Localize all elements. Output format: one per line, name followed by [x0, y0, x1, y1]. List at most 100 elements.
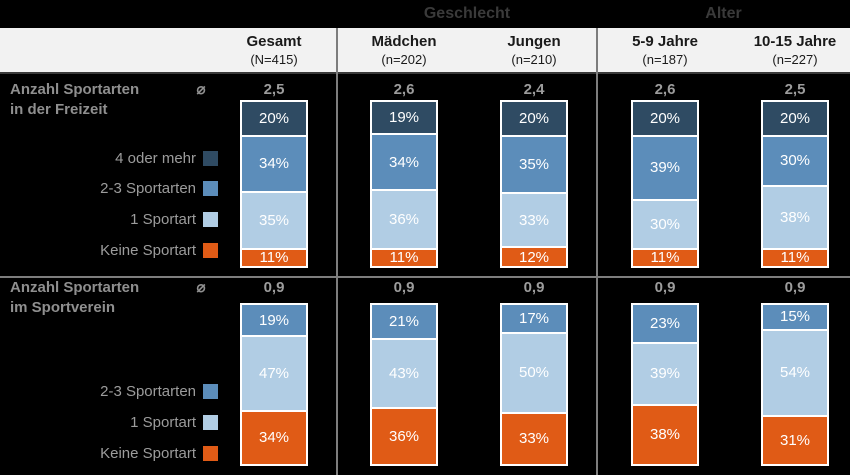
column-header-count: (n=210)	[511, 52, 557, 67]
bar-segment: 20%	[242, 102, 306, 135]
bar-segment: 19%	[242, 305, 306, 336]
segment-value-label: 17%	[518, 310, 550, 327]
bar-segment: 39%	[633, 341, 697, 404]
bar-segment: 36%	[372, 406, 436, 464]
segment-value-label: 34%	[258, 429, 290, 447]
bar-segment: 34%	[242, 134, 306, 191]
bar-segment: 20%	[763, 102, 827, 136]
section-title: Anzahl Sportarten	[10, 81, 140, 98]
segment-value-label: 20%	[518, 109, 550, 127]
stacked-bar: 20% 39% 30% 11%	[631, 100, 699, 268]
bar-segment: 35%	[242, 190, 306, 248]
legend-label: Keine Sportart	[100, 242, 196, 259]
stacked-bar: 20% 35% 33% 12%	[500, 100, 568, 268]
segment-value-label: 11%	[780, 249, 810, 267]
legend-swatch-icon	[203, 415, 218, 430]
segment-value-label: 15%	[779, 308, 811, 326]
stacked-bar: 20% 34% 35% 11%	[240, 100, 308, 268]
average-symbol: ⌀	[196, 81, 206, 98]
bar-segment: 30%	[763, 135, 827, 185]
average-value: 0,9	[654, 279, 676, 296]
legend-label: 2-3 Sportarten	[100, 383, 196, 400]
bar-segment: 38%	[763, 184, 827, 248]
bar-segment: 33%	[502, 411, 566, 464]
column-header: 5-9 Jahre (n=187)	[595, 32, 735, 68]
column-header-label: Jungen	[507, 33, 561, 50]
bar-segment: 39%	[633, 134, 697, 199]
stacked-bar: 20% 30% 38% 11%	[761, 100, 829, 268]
segment-value-label: 33%	[518, 430, 550, 448]
segment-value-label: 30%	[779, 152, 811, 170]
bar-segment: 11%	[372, 247, 436, 267]
column-header-label: Mädchen	[371, 33, 437, 50]
column-header: Mädchen (n=202)	[334, 32, 474, 68]
segment-value-label: 39%	[649, 365, 681, 383]
average-value: 2,5	[263, 81, 285, 98]
segment-value-label: 35%	[518, 155, 550, 173]
bar-segment: 20%	[502, 102, 566, 135]
column-header-label: 10-15 Jahre	[753, 33, 837, 50]
legend-label: 4 oder mehr	[115, 150, 196, 167]
bar-segment: 23%	[633, 305, 697, 342]
average-symbol: ⌀	[196, 279, 206, 296]
segment-value-label: 11%	[650, 249, 680, 267]
segment-value-label: 31%	[779, 431, 811, 449]
column-header-count: (n=202)	[381, 52, 427, 67]
section-title: im Sportverein	[10, 299, 116, 316]
column-header: Jungen (n=210)	[464, 32, 604, 68]
column-header-count: (n=227)	[772, 52, 818, 67]
segment-value-label: 30%	[649, 215, 681, 233]
bar-segment: 15%	[763, 305, 827, 329]
group-header-geschlecht: Geschlecht	[423, 5, 511, 22]
bar-segment: 17%	[502, 305, 566, 333]
column-header-count: (N=415)	[250, 52, 298, 67]
bar-segment: 43%	[372, 338, 436, 407]
stacked-bar: 15% 54% 31%	[761, 303, 829, 466]
bar-segment: 11%	[633, 247, 697, 267]
segment-value-label: 34%	[258, 155, 290, 173]
segment-value-label: 50%	[518, 364, 550, 382]
bar-segment: 38%	[633, 403, 697, 464]
segment-value-label: 20%	[258, 109, 290, 127]
bar-segment: 19%	[372, 102, 436, 134]
segment-value-label: 11%	[389, 249, 419, 267]
bar-segment: 20%	[633, 102, 697, 135]
segment-value-label: 36%	[388, 210, 420, 228]
segment-value-label: 43%	[388, 365, 420, 383]
segment-value-label: 39%	[649, 159, 681, 177]
section-divider	[0, 276, 850, 278]
bar-segment: 11%	[763, 247, 827, 267]
bar-segment: 54%	[763, 328, 827, 415]
vertical-divider	[596, 28, 598, 475]
section-title: in der Freizeit	[10, 101, 108, 118]
segment-value-label: 11%	[259, 249, 289, 267]
group-header-alter: Alter	[705, 5, 742, 22]
bar-segment: 35%	[502, 134, 566, 193]
segment-value-label: 38%	[649, 426, 681, 444]
bar-segment: 50%	[502, 332, 566, 412]
segment-value-label: 23%	[649, 314, 681, 332]
average-value: 0,9	[263, 279, 285, 296]
segment-value-label: 34%	[388, 153, 420, 171]
bar-segment: 34%	[372, 133, 436, 189]
average-value: 0,9	[393, 279, 415, 296]
segment-value-label: 19%	[388, 109, 420, 127]
average-value: 2,5	[784, 81, 806, 98]
legend-swatch-icon	[203, 446, 218, 461]
average-value: 2,6	[393, 81, 415, 98]
average-value: 2,4	[523, 81, 545, 98]
legend-label: 2-3 Sportarten	[100, 180, 196, 197]
legend-label: 1 Sportart	[130, 211, 196, 228]
legend-swatch-icon	[203, 181, 218, 196]
bar-segment: 47%	[242, 335, 306, 410]
legend-swatch-icon	[203, 212, 218, 227]
stacked-bar: 23% 39% 38%	[631, 303, 699, 466]
column-header: Gesamt (N=415)	[204, 32, 344, 68]
legend-swatch-icon	[203, 151, 218, 166]
stacked-bar: 19% 47% 34%	[240, 303, 308, 466]
bar-segment: 11%	[242, 247, 306, 267]
average-value: 2,6	[654, 81, 676, 98]
bar-segment: 36%	[372, 188, 436, 248]
column-header-label: 5-9 Jahre	[632, 33, 698, 50]
